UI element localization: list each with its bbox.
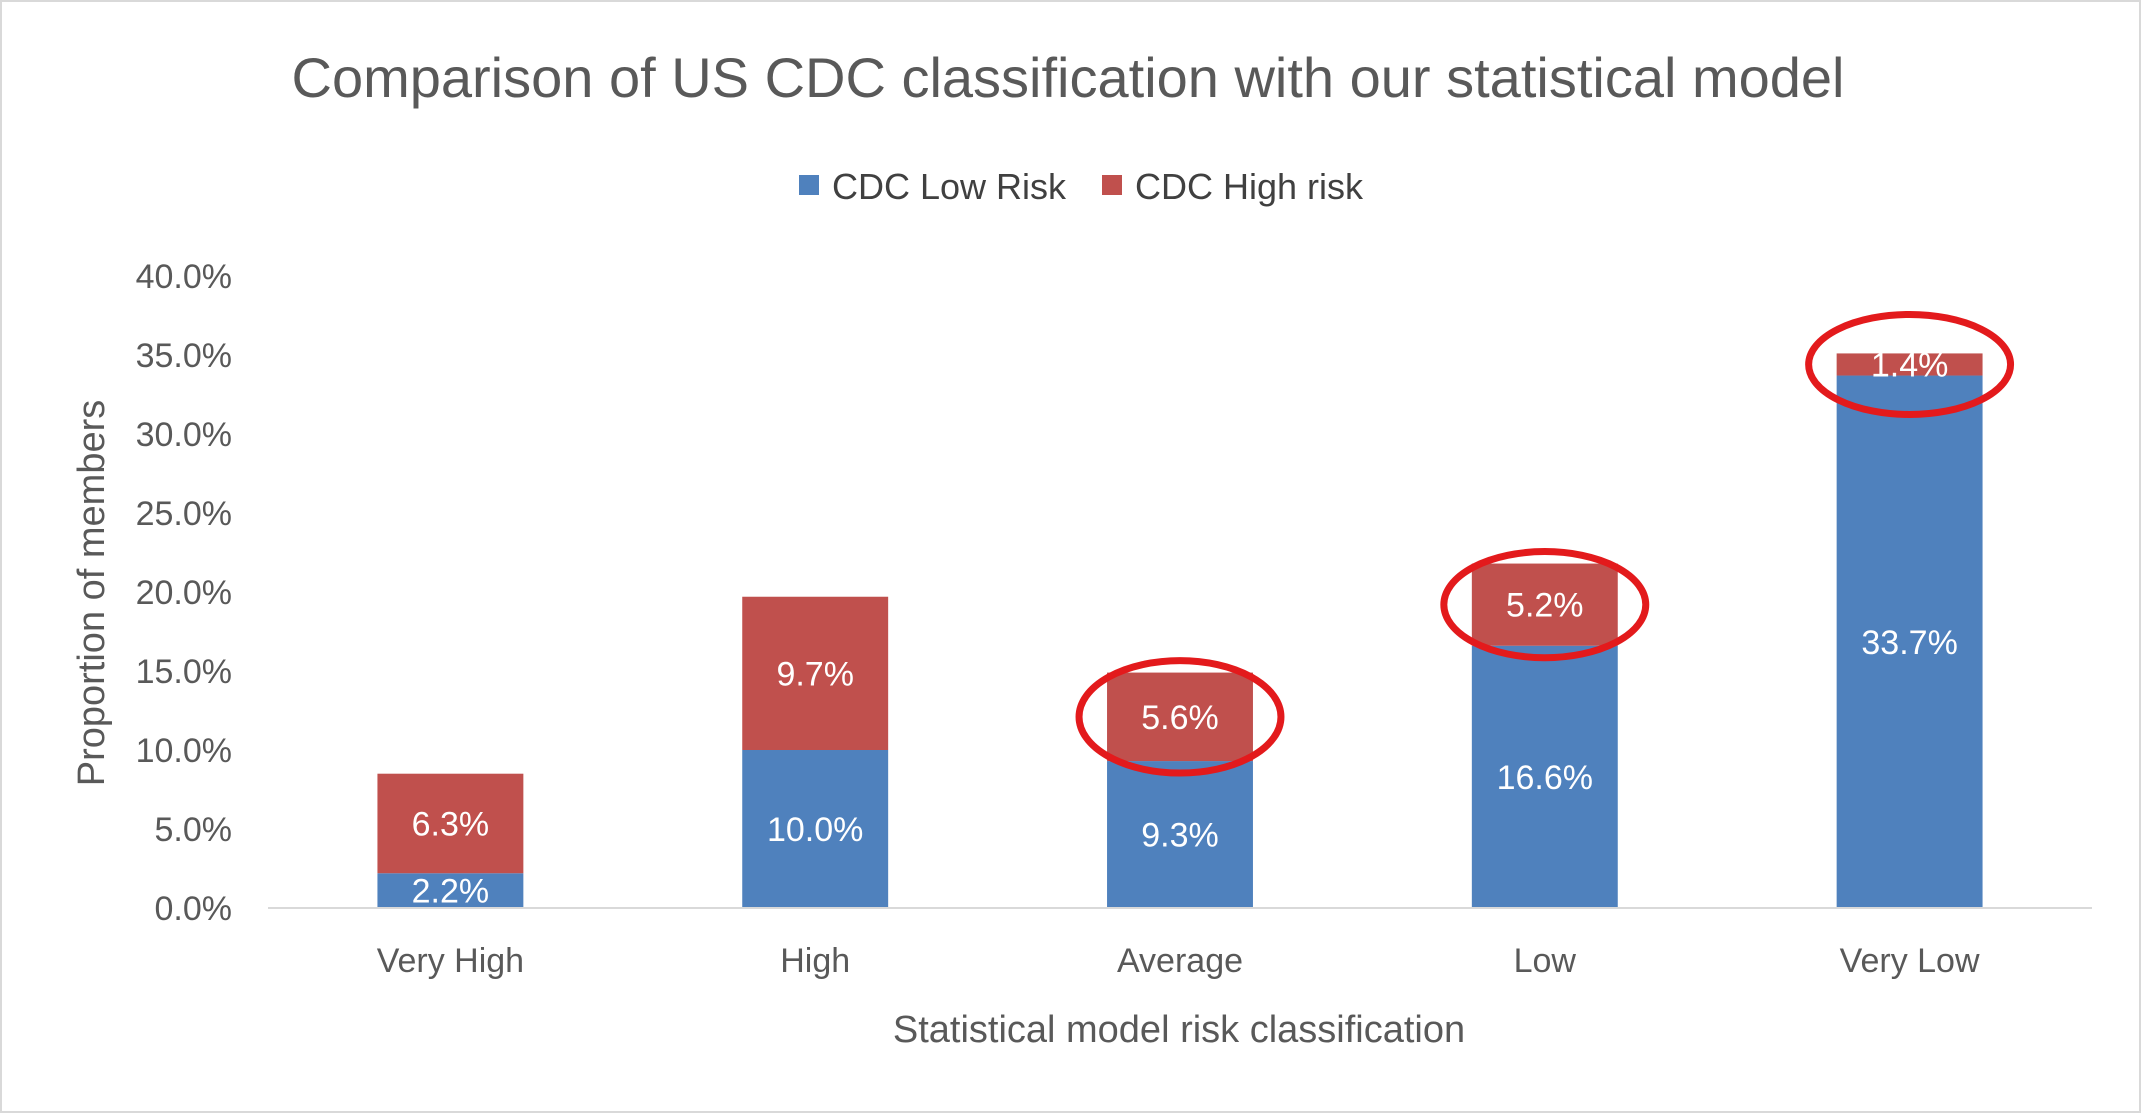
highlight-ellipse-very-low (1805, 310, 2015, 418)
legend-label-cdc-low-risk: CDC Low Risk (832, 166, 1067, 207)
x-tick-label-low: Low (1514, 942, 1577, 980)
bar-average-cdc-high-risk (1107, 672, 1253, 762)
data-label-high-cdc-high-risk: 9.7% (776, 655, 854, 693)
legend: CDC Low Risk CDC High risk (799, 166, 1364, 207)
data-labels: 2.2% 6.3% 10.0% 9.7% 9.3% 5.6% 16.6% 5.2% 33.7% 1… (412, 346, 1958, 910)
highlight-ellipse-average (1075, 657, 1285, 777)
bar-very-low-cdc-low-risk (1836, 375, 1983, 908)
data-label-average-cdc-high-risk: 5.6% (1141, 699, 1219, 737)
data-label-very-low-cdc-high-risk: 1.4% (1871, 346, 1949, 384)
bars (377, 353, 1983, 908)
y-tick-label: 40.0% (136, 258, 232, 296)
data-label-low-cdc-low-risk: 16.6% (1497, 759, 1593, 797)
x-tick-label-average: Average (1117, 942, 1243, 980)
bar-low-cdc-high-risk (1471, 563, 1618, 646)
x-tick-label-very-high: Very High (377, 942, 524, 980)
y-tick-label: 25.0% (136, 495, 232, 533)
data-label-low-cdc-high-risk: 5.2% (1506, 587, 1584, 625)
bar-average-cdc-low-risk (1107, 761, 1253, 908)
x-tick-label-very-low: Very Low (1840, 942, 1980, 980)
data-label-very-high-cdc-high-risk: 6.3% (412, 805, 490, 843)
y-axis-title: Proportion of members (71, 400, 113, 787)
x-axis-ticks: Very High High Average Low Very Low (377, 942, 1980, 980)
bar-high-cdc-high-risk (742, 596, 889, 750)
data-label-very-low-cdc-low-risk: 33.7% (1861, 624, 1957, 662)
data-label-average-cdc-low-risk: 9.3% (1141, 817, 1219, 855)
y-tick-label: 30.0% (136, 416, 232, 454)
y-tick-label: 20.0% (136, 574, 232, 612)
data-label-very-high-cdc-low-risk: 2.2% (412, 873, 490, 911)
chart-title: Comparison of US CDC classification with… (292, 46, 1845, 109)
bar-high-cdc-low-risk (742, 750, 889, 908)
y-axis-ticks: 0.0% 5.0% 10.0% 15.0% 20.0% 25.0% 30.0% 35.0% 40… (136, 258, 232, 928)
x-axis-title: Statistical model risk classification (893, 1009, 1465, 1051)
legend-label-cdc-high-risk: CDC High risk (1135, 166, 1364, 207)
legend-swatch-cdc-high-risk (1102, 175, 1122, 195)
highlight-ellipse-low (1440, 548, 1650, 662)
bar-very-high-cdc-high-risk (377, 773, 524, 874)
data-label-high-cdc-low-risk: 10.0% (767, 811, 863, 849)
y-tick-label: 15.0% (136, 653, 232, 691)
highlight-ellipses (1075, 310, 2015, 777)
y-tick-label: 5.0% (155, 811, 233, 849)
y-tick-label: 10.0% (136, 732, 232, 770)
legend-swatch-cdc-low-risk (799, 175, 819, 195)
bar-very-high-cdc-low-risk (377, 873, 524, 908)
y-tick-label: 0.0% (155, 890, 233, 928)
bar-very-low-cdc-high-risk (1836, 353, 1983, 376)
bar-low-cdc-low-risk (1471, 645, 1618, 908)
x-tick-label-high: High (780, 942, 850, 980)
y-tick-label: 35.0% (136, 337, 232, 375)
